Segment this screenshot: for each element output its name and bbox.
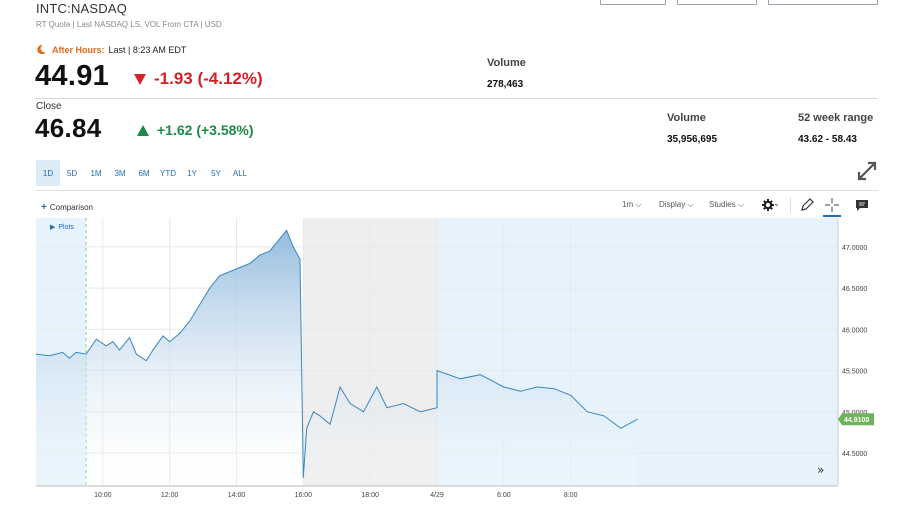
comparison-label: Comparison [49, 203, 93, 212]
close-change: +1.62 (+3.58%) [137, 122, 254, 138]
display-label: Display [659, 200, 686, 209]
tab-1m[interactable]: 1M [90, 168, 102, 178]
x-tick-label: 16:00 [295, 492, 313, 499]
toolbar-divider [790, 197, 791, 213]
crosshair-active-indicator [823, 215, 841, 217]
close-price: 46.84 [35, 113, 102, 143]
x-tick-label: 18:00 [361, 492, 379, 499]
after-hours-volume-label: Volume [487, 57, 526, 69]
tab-1d[interactable]: 1D [36, 160, 60, 186]
quote-source-subline: RT Quote | Last NASDAQ LS, VOL From CTA … [36, 20, 222, 29]
52-week-range-label: 52 week range [798, 112, 874, 124]
up-arrow-icon [137, 124, 149, 136]
chart-toolbar: + Comparison 1m ⌵ Display ⌵ Studies ⌵ [36, 195, 878, 217]
ticker-symbol: INTC:NASDAQ [36, 1, 128, 16]
studies-label: Studies [709, 200, 736, 209]
tab-6m[interactable]: 6M [138, 168, 150, 178]
top-button-1[interactable] [600, 0, 666, 5]
x-tick-label: 6:00 [497, 492, 511, 499]
x-tick-label: 10:00 [94, 492, 112, 499]
expand-icon[interactable] [856, 160, 878, 182]
moon-icon [37, 45, 46, 55]
studies-menu[interactable]: Studies ⌵ [709, 200, 744, 210]
current-price-label: 44.9100 [844, 417, 869, 424]
x-tick-label: 4/29 [430, 492, 444, 499]
tab-all[interactable]: ALL [232, 168, 248, 178]
gear-icon[interactable] [760, 196, 778, 214]
tab-ytd[interactable]: YTD [160, 168, 176, 178]
display-menu[interactable]: Display ⌵ [659, 200, 694, 210]
tab-5y[interactable]: 5Y [211, 168, 221, 178]
close-volume-label: Volume [667, 112, 706, 124]
plots-label: Plots [58, 224, 74, 231]
top-button-3[interactable] [768, 0, 878, 5]
y-tick-label: 45.5000 [842, 369, 867, 376]
chart-frame [36, 190, 878, 490]
y-tick-label: 44.5000 [842, 451, 867, 458]
fast-forward-icon[interactable]: » [817, 463, 824, 477]
y-tick-label: 46.0000 [842, 327, 867, 334]
after-hours-change: -1.93 (-4.12%) [134, 69, 263, 89]
plots-toggle[interactable]: ▶ Plots [50, 223, 77, 231]
current-price-badge [838, 413, 874, 426]
after-hours-time: Last | 8:23 AM EDT [108, 44, 187, 55]
range-tabs: 1D 5D 1M 3M 6M YTD 1Y 5Y ALL [36, 160, 252, 186]
tab-5d[interactable]: 5D [66, 168, 78, 178]
price-line [35, 229, 638, 478]
crosshair-icon[interactable] [823, 196, 841, 214]
y-tick-label: 47.0000 [842, 245, 867, 252]
after-hours-volume: 278,463 [487, 79, 524, 90]
tab-3m[interactable]: 3M [114, 168, 126, 178]
after-hours-label: After Hours: [52, 44, 105, 55]
close-volume: 35,956,695 [667, 134, 718, 145]
play-icon: ▶ [50, 224, 56, 231]
tab-1y[interactable]: 1Y [187, 168, 197, 178]
chevron-down-icon: ⌵ [635, 200, 642, 209]
pencil-icon[interactable] [798, 196, 816, 214]
divider [36, 98, 878, 99]
down-arrow-icon [134, 73, 146, 85]
after-hours-price: 44.91 [35, 60, 110, 92]
interval-label: 1m [622, 200, 634, 209]
chevron-down-icon: ⌵ [737, 200, 744, 209]
after-hours-change-value: -1.93 (-4.12%) [154, 69, 263, 88]
after-hours-row: After Hours: Last | 8:23 AM EDT [36, 44, 186, 55]
x-tick-label: 14:00 [228, 492, 246, 499]
comment-icon[interactable] [853, 196, 871, 214]
chevron-down-icon: ⌵ [687, 200, 694, 209]
interval-select[interactable]: 1m ⌵ [622, 200, 641, 210]
comparison-button[interactable]: + Comparison [41, 202, 93, 213]
close-change-value: +1.62 (+3.58%) [157, 122, 254, 138]
x-tick-label: 8:00 [564, 492, 578, 499]
52-week-range: 43.62 - 58.43 [798, 134, 857, 145]
x-tick-label: 12:00 [161, 492, 179, 499]
y-tick-label: 46.5000 [842, 286, 867, 293]
top-button-2[interactable] [677, 0, 757, 5]
price-area-fill [36, 230, 638, 486]
close-label: Close [36, 101, 62, 112]
